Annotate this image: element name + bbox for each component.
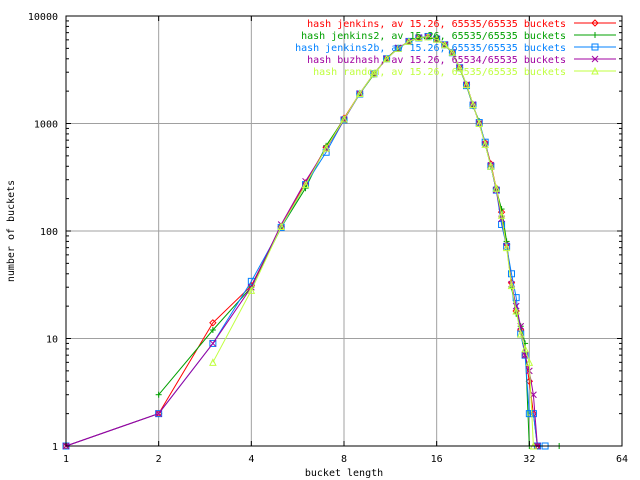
series [62,33,542,450]
data-point [487,162,495,170]
data-point [525,410,533,418]
legend-label: hash jenkins2b, av 15.26, 65535/65535 bu… [295,43,566,54]
data-point [155,391,162,398]
series-layer [62,32,563,450]
series [62,33,541,450]
data-point [247,286,256,294]
data-point [340,114,348,123]
y-tick-label: 10000 [28,12,58,23]
data-point [507,270,515,278]
marker-stroke [155,410,163,417]
legend-label: hash buzhash, av 15.26, 65534/65535 buck… [307,55,566,66]
data-point [424,32,432,41]
x-tick-label: 4 [248,454,254,465]
marker-stroke [517,322,525,330]
data-point [405,37,413,45]
data-point [498,220,506,228]
data-point [469,100,477,109]
data-point [209,326,216,333]
data-point [209,340,217,347]
data-point [516,329,525,338]
data-point [475,119,484,127]
data-point [492,184,501,192]
legend-label: hash random, av 15.26, 65535/65535 bucke… [313,67,566,78]
data-point [591,66,599,75]
series [62,32,549,450]
data-point [432,34,441,43]
data-point [209,358,217,366]
series-line [212,36,534,447]
data-point [370,69,378,78]
data-point [591,43,599,51]
data-point [502,243,511,252]
data-point [155,410,163,417]
series-line [65,36,538,447]
y-tick-label: 1 [52,442,58,453]
series-line [158,36,560,447]
data-point [591,55,599,63]
y-axis-label: number of buckets [6,180,17,282]
data-point [301,180,310,189]
chart-grid [66,16,622,446]
data-point [521,351,529,359]
x-tick-label: 16 [431,454,443,465]
data-point [415,33,423,42]
y-tick-label: 100 [40,227,58,238]
data-point [521,344,529,353]
legend-label: hash jenkins2, av 15.26, 65535/65535 buc… [301,31,566,42]
data-point [512,306,520,315]
marker-stroke [591,55,599,63]
data-point [155,410,163,418]
data-point [382,54,391,63]
data-point [209,319,217,327]
x-tick-label: 8 [341,454,347,465]
marker-stroke [521,351,529,359]
series-line [65,35,546,447]
chart-legend: hash jenkins, av 15.26, 65535/65535 buck… [295,19,616,78]
data-point [355,89,364,98]
x-tick-label: 1 [63,454,69,465]
data-point [592,32,598,38]
x-axis-label: bucket length [305,468,383,479]
data-point [440,40,449,49]
legend-label: hash jenkins, av 15.26, 65535/65535 buck… [307,19,566,30]
x-tick-label: 32 [523,454,535,465]
marker-stroke [209,340,217,347]
data-point [497,211,506,219]
x-tick-label: 2 [156,454,162,465]
data-point [455,63,464,72]
data-point [209,339,217,347]
data-point [394,44,403,52]
series [209,32,538,450]
data-point [277,222,285,231]
marker-stroke [512,302,520,310]
data-point [322,144,330,152]
data-point [525,358,534,366]
data-point [512,294,520,302]
data-point [512,302,520,310]
data-point [481,140,489,148]
x-tick-label: 64 [616,454,628,465]
data-point [448,48,457,56]
axis-ticks: 1 2 4 8 16 32 64 1 10 100 1000 10000 [28,12,628,465]
data-point [591,19,599,27]
data-point [529,410,537,418]
data-point [462,80,471,89]
data-point [507,281,516,290]
series-line [65,36,538,447]
y-tick-label: 10 [46,335,58,346]
y-tick-label: 1000 [34,120,58,131]
